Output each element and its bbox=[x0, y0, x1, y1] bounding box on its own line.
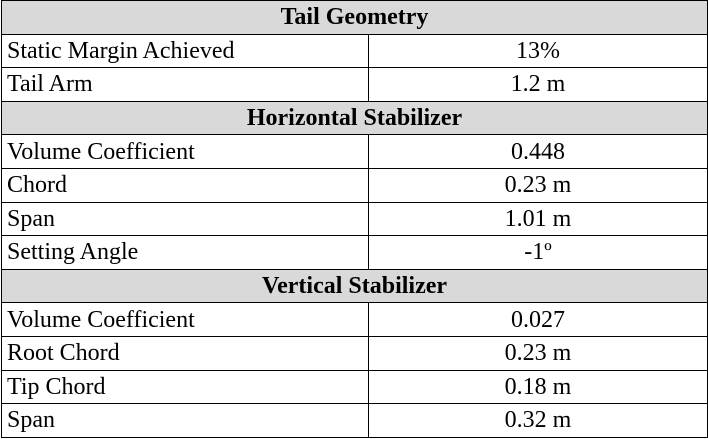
table-row: Span 0.32 m bbox=[1, 403, 708, 438]
table-row: Volume Coefficient 0.448 bbox=[1, 134, 708, 169]
row-value: 1.2 m bbox=[368, 67, 708, 102]
row-label: Volume Coefficient bbox=[1, 134, 369, 169]
row-value: 0.23 m bbox=[368, 335, 708, 371]
row-label: Setting Angle bbox=[1, 235, 369, 270]
row-value: 0.32 m bbox=[368, 403, 708, 438]
table-row: Span 1.01 m bbox=[1, 201, 708, 237]
row-value: 0.448 bbox=[368, 134, 708, 169]
table-row: Static Margin Achieved 13% bbox=[1, 33, 708, 69]
row-label: Static Margin Achieved bbox=[1, 33, 369, 69]
row-label: Chord bbox=[1, 167, 369, 203]
table-row: Tip Chord 0.18 m bbox=[1, 369, 708, 405]
section-header-row: Horizontal Stabilizer bbox=[1, 100, 708, 136]
row-label: Tip Chord bbox=[1, 369, 369, 405]
row-value: 13% bbox=[368, 33, 708, 69]
row-value: 0.23 m bbox=[368, 167, 708, 203]
table-row: Chord 0.23 m bbox=[1, 167, 708, 203]
row-value: -1º bbox=[368, 235, 708, 270]
row-value: 0.027 bbox=[368, 302, 708, 337]
table-row: Setting Angle -1º bbox=[1, 235, 708, 270]
row-label: Tail Arm bbox=[1, 67, 369, 102]
section-title: Tail Geometry bbox=[1, 0, 708, 35]
row-value: 0.18 m bbox=[368, 369, 708, 405]
section-title: Horizontal Stabilizer bbox=[1, 100, 708, 136]
section-header-row: Tail Geometry bbox=[1, 0, 708, 35]
row-label: Span bbox=[1, 201, 369, 237]
row-label: Span bbox=[1, 403, 369, 438]
table-row: Root Chord 0.23 m bbox=[1, 335, 708, 371]
section-title: Vertical Stabilizer bbox=[1, 268, 708, 304]
section-header-row: Vertical Stabilizer bbox=[1, 268, 708, 304]
table-row: Volume Coefficient 0.027 bbox=[1, 302, 708, 337]
row-label: Volume Coefficient bbox=[1, 302, 369, 337]
table-row: Tail Arm 1.2 m bbox=[1, 67, 708, 102]
row-label: Root Chord bbox=[1, 335, 369, 371]
row-value: 1.01 m bbox=[368, 201, 708, 237]
